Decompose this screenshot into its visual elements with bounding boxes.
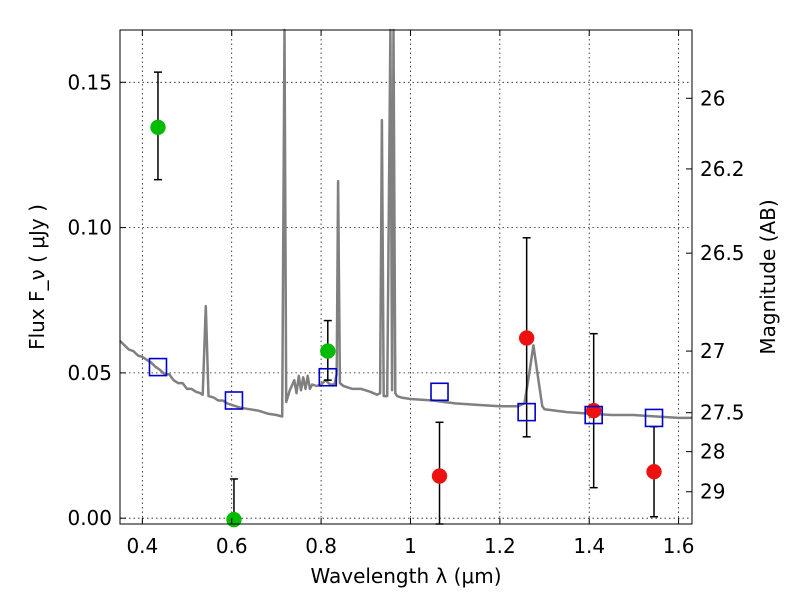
x-tick-label: 0.6 <box>216 534 248 558</box>
grid-layer <box>120 30 692 524</box>
model-spectrum-line <box>119 28 692 420</box>
data-points-layer <box>148 71 664 528</box>
y-tick-label: 0.10 <box>67 216 112 240</box>
y-axis-title: Flux F_ν ( μJy ) <box>25 204 49 350</box>
model-photometry-square <box>148 357 168 377</box>
model-photometry-square <box>224 391 244 410</box>
x-tick-label: 1.2 <box>484 534 516 558</box>
model-photometry-square <box>584 405 603 425</box>
x-axis-title: Wavelength λ (μm) <box>310 564 501 588</box>
right-tick-label: 26.2 <box>700 157 745 181</box>
observed-point <box>150 119 166 136</box>
model-photometry-square <box>517 402 536 422</box>
y-axis-right-title: Magnitude (AB) <box>756 199 780 354</box>
ticks-layer: 0.4 0.6 0.8 1 1.2 1.4 1.6 0.00 0.05 0.10 0.15 26 26.… <box>67 30 745 558</box>
observed-point <box>646 463 662 480</box>
observed-point <box>226 511 242 528</box>
observed-point <box>518 330 535 346</box>
x-tick-label: 0.4 <box>126 534 158 558</box>
right-tick-label: 27 <box>700 339 725 363</box>
observed-point <box>431 468 448 484</box>
x-tick-label: 1 <box>404 534 417 558</box>
plot-frame <box>119 29 693 525</box>
right-tick-label: 26.5 <box>700 241 745 265</box>
model-photometry-square <box>318 367 338 387</box>
y-tick-label: 0.00 <box>67 506 112 530</box>
observed-point <box>320 343 336 359</box>
y-tick-label: 0.05 <box>67 361 112 385</box>
right-tick-label: 28 <box>700 440 725 464</box>
model-photometry-square <box>430 382 449 402</box>
x-tick-label: 0.8 <box>305 534 337 558</box>
model-photometry-square <box>644 408 664 428</box>
model-spectrum-layer <box>119 28 692 420</box>
right-tick-label: 27.5 <box>700 401 745 425</box>
x-tick-label: 1.4 <box>573 534 605 558</box>
y-tick-label: 0.15 <box>67 70 112 94</box>
x-tick-label: 1.6 <box>663 534 695 558</box>
right-tick-label: 29 <box>700 480 725 504</box>
right-tick-label: 26 <box>700 86 725 110</box>
observed-point <box>585 402 602 419</box>
